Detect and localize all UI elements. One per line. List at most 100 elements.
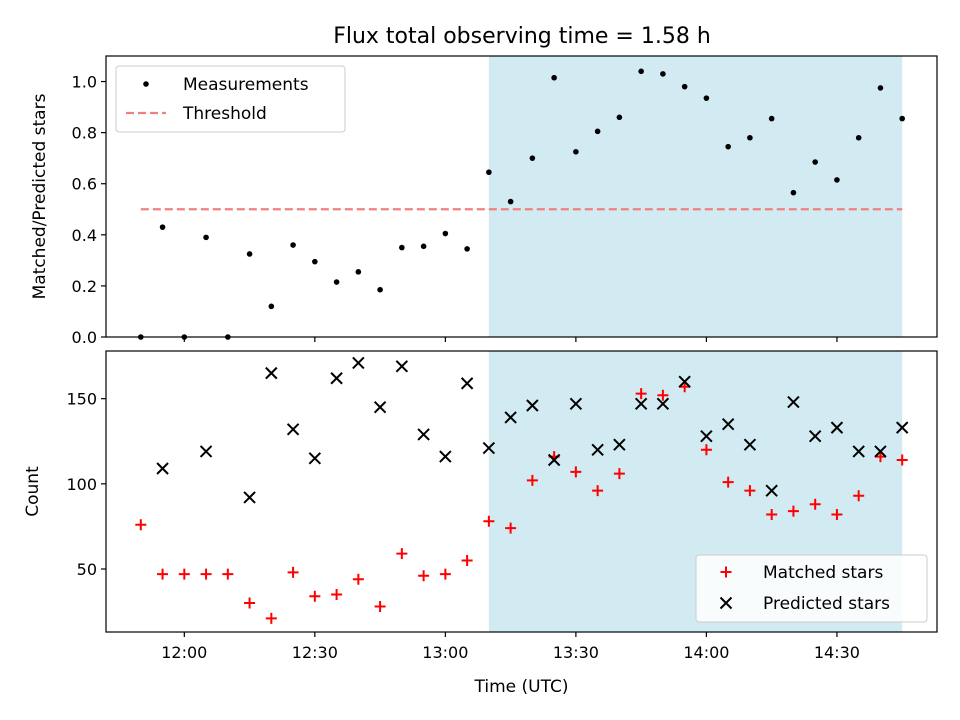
measurement-point <box>573 148 579 155</box>
predicted-stars-point <box>352 356 365 370</box>
matched-stars-point <box>418 570 430 582</box>
measurement-point <box>399 244 405 251</box>
predicted-stars-point <box>373 400 387 414</box>
axes-frame <box>105 350 938 633</box>
predicted-stars-point <box>591 443 604 456</box>
y-axis-label: Count <box>23 466 43 517</box>
y-tick-label: 0.6 <box>72 175 97 194</box>
matched-stars-point <box>744 485 756 497</box>
measurement-point <box>703 95 710 101</box>
matched-stars-point <box>396 548 408 560</box>
measurement-point <box>529 155 536 161</box>
predicted-stars-point <box>439 450 452 463</box>
measurement-point <box>877 85 884 91</box>
measurement-point <box>725 143 731 150</box>
matched-stars-point <box>461 554 473 566</box>
matched-stars-point <box>700 444 712 456</box>
y-tick-label: 150 <box>66 390 97 409</box>
measurement-point <box>355 269 362 275</box>
predicted-stars-point <box>308 452 322 465</box>
measurement-point <box>790 189 797 196</box>
matched-stars-point <box>874 451 886 463</box>
matched-stars-point <box>679 381 691 393</box>
legend-threshold-label: Threshold <box>182 104 267 124</box>
matched-stars-point <box>352 573 364 585</box>
predicted-stars-point <box>700 429 713 443</box>
matched-stars-point <box>505 522 517 534</box>
predicted-stars-point <box>504 411 517 424</box>
matched-stars-point <box>635 388 647 400</box>
predicted-stars-point <box>569 397 583 411</box>
predicted-stars-point <box>395 360 409 373</box>
predicted-stars-point <box>765 484 778 497</box>
predicted-stars-point <box>656 397 670 411</box>
matched-stars-point <box>722 476 734 488</box>
measurement-point <box>312 258 318 265</box>
chart-title: Flux total observing time = 1.58 h <box>333 24 711 49</box>
matched-stars-point <box>439 568 451 580</box>
measurement-point <box>768 115 775 122</box>
matched-stars-point <box>309 590 321 602</box>
y-tick-label: 0.2 <box>72 277 97 296</box>
matched-stars-point <box>265 612 277 624</box>
matched-stars-point <box>613 468 625 480</box>
x-tick-label: 14:00 <box>683 643 729 662</box>
x-tick-label: 14:30 <box>814 643 860 662</box>
legend-box <box>115 65 346 133</box>
measurement-point <box>551 74 557 81</box>
measurement-point <box>594 128 601 135</box>
measurement-point <box>333 279 340 285</box>
predicted-stars-point <box>482 441 496 455</box>
matched-stars-point <box>483 515 495 527</box>
y-tick-label: 0.0 <box>72 328 97 347</box>
predicted-stars-point <box>526 399 539 412</box>
matched-stars-point <box>244 597 256 609</box>
measurement-point <box>420 243 427 250</box>
predicted-stars-point <box>330 372 343 385</box>
y-tick-label: 0.8 <box>72 124 97 143</box>
predicted-stars-point <box>852 445 865 458</box>
matched-stars-point <box>766 508 778 520</box>
y-tick-label: 50 <box>77 560 97 579</box>
y-axis-label: Matched/Predicted stars <box>30 93 50 299</box>
y-tick-label: 1.0 <box>72 73 97 92</box>
matched-stars-point <box>200 568 212 580</box>
predicted-stars-point <box>721 418 735 431</box>
predicted-stars-point <box>830 421 844 434</box>
matched-stars-point <box>374 600 386 612</box>
measurement-point <box>747 134 753 141</box>
axes-frame <box>105 55 938 338</box>
predicted-stars-point <box>787 395 800 409</box>
predicted-stars-point <box>243 491 256 504</box>
matched-stars-point <box>157 568 169 580</box>
matched-stars-point <box>526 474 538 486</box>
top-subplot: 0.0 0.2 0.4 0.6 0.8 1.0 Matched/Predicted star… <box>30 55 938 347</box>
matched-stars-point <box>831 508 843 520</box>
matched-stars-point <box>222 568 234 580</box>
shaded-observing-span <box>488 56 903 337</box>
legend-measurements-marker <box>143 81 149 87</box>
predicted-stars-point <box>460 377 474 390</box>
measurement-point <box>660 71 666 77</box>
predicted-stars-point <box>265 366 278 380</box>
x-axis-label: Time (UTC) <box>474 677 569 697</box>
x-tick-label: 13:30 <box>553 643 599 662</box>
measurement-point <box>616 114 623 121</box>
x-tick-label: 12:00 <box>161 643 207 662</box>
measurement-point <box>159 224 166 230</box>
measurement-point <box>486 169 492 176</box>
predicted-stars-point <box>743 438 757 451</box>
matched-stars-point <box>809 498 821 510</box>
predicted-stars-point <box>895 421 909 434</box>
measurement-point <box>268 303 275 310</box>
measurement-point <box>203 234 209 241</box>
predicted-stars-point <box>808 429 822 443</box>
y-tick-label: 100 <box>66 475 97 494</box>
predicted-stars-point <box>417 428 430 441</box>
bottom-subplot: 50 100 150 12:00 12:30 13:00 13:30 14:00 14:30 Co… <box>23 350 938 697</box>
legend-predicted-label: Predicted stars <box>763 594 890 614</box>
predicted-stars-point <box>613 438 626 451</box>
predicted-stars-point <box>156 462 169 475</box>
matched-stars-point <box>331 589 343 601</box>
